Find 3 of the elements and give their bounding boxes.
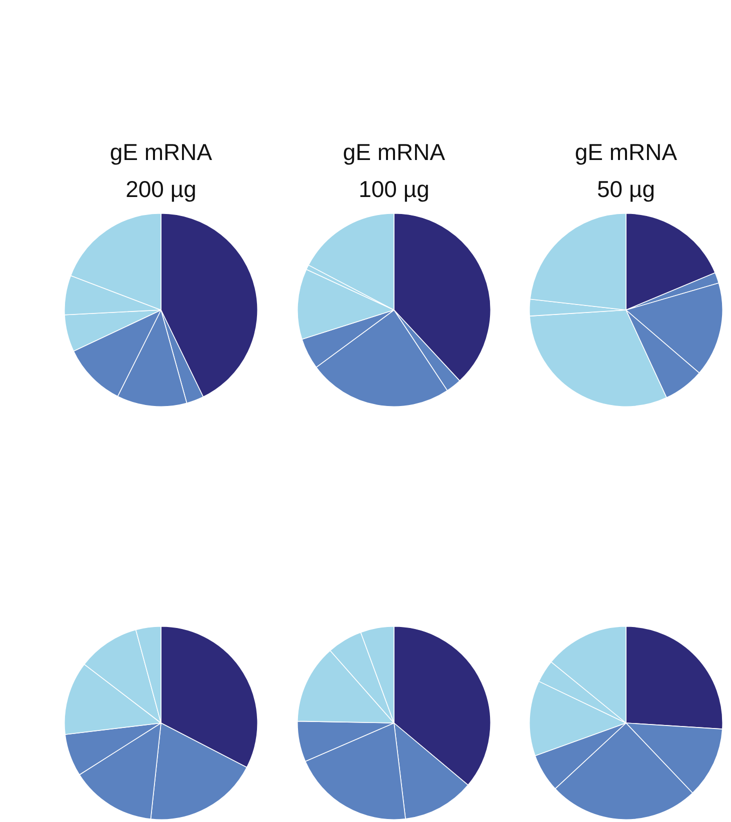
chart-title: gE mRNA 50 µg	[574, 138, 678, 204]
chart-title: gE mRNA 100 µg	[342, 138, 446, 204]
chart-title: gE mRNA 200 µg	[108, 138, 214, 204]
